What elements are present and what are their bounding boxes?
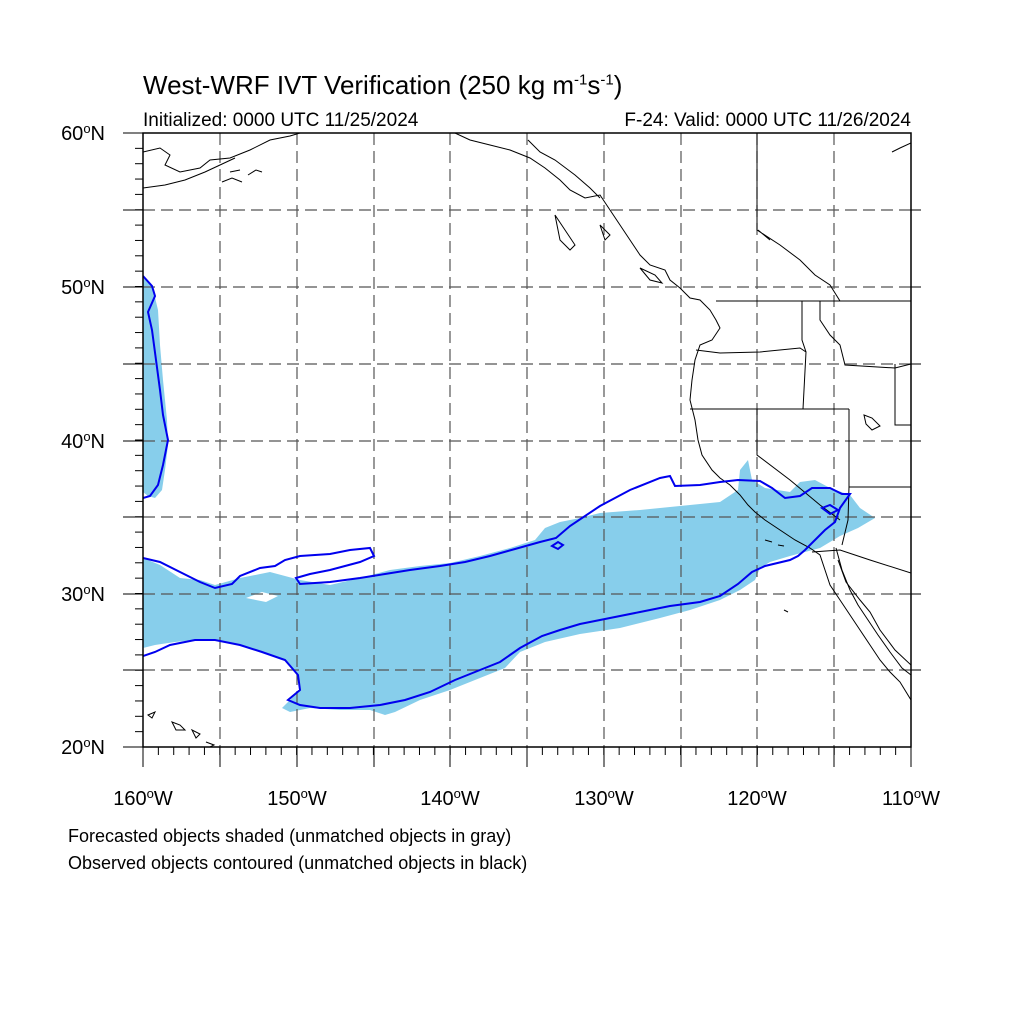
coastline-north-america [454,133,911,701]
lon-label-150w: 150oW [267,786,327,810]
lon-label-160w: 160oW [113,786,173,810]
lon-label-110w: 110oW [881,786,940,810]
baja-inner-coast [837,559,911,666]
forecast-object-main [143,460,875,715]
lat-label-50: 50oN [61,275,105,299]
observed-caption: Observed objects contoured (unmatched ob… [68,853,528,873]
title-exponent-1: -1 [574,71,588,89]
hawaii-islands [147,711,216,747]
lat-label-40: 40oN [61,429,105,453]
california-nevada [756,409,841,521]
coastline-alaska [143,133,301,173]
coastline-alaska-lower [143,157,236,189]
lat-label-60: 60oN [61,121,105,145]
coastline-gulf-california [835,547,911,676]
observed-contour-west [143,275,170,499]
map-frame [142,132,912,748]
alaska-islands [221,169,263,183]
forecast-object-west [143,278,168,498]
observed-ivt-contours [143,275,852,709]
alaska-canada-border [527,139,601,199]
channel-islands [764,539,789,613]
lon-label-130w: 130oW [574,786,634,810]
bc-islands [554,214,664,284]
coastlines [143,133,911,747]
title-text: West-WRF IVT Verification (250 kg m [143,70,575,100]
title-close-paren: ) [613,70,623,100]
coastline-hudson-edge [891,142,911,153]
lon-label-140w: 140oW [420,786,480,810]
minor-tick-marks [135,132,912,755]
lat-tick-marks [123,132,921,748]
lon-tick-marks [142,747,912,767]
utah-nevada [848,409,911,488]
map-title: West-WRF IVT Verification (250 kg m-1s-1… [143,70,622,101]
idaho-west [801,301,807,410]
us-mexico-border [811,549,911,574]
wyoming-box [894,364,911,426]
title-exponent-2: -1 [600,71,614,89]
arizona-border [841,486,850,546]
great-salt-lake [863,414,881,431]
lat-label-30: 30oN [61,582,105,606]
title-unit-s: s [587,70,601,100]
valid-time: F-24: Valid: 0000 UTC 11/26/2024 [624,110,911,131]
grid-lines [143,133,911,747]
lon-label-120w: 120oW [727,786,787,810]
initialized-time: Initialized: 0000 UTC 11/25/2024 [143,110,419,131]
canada-provinces [756,133,841,302]
observed-contour-islet-a [550,540,565,551]
washington-oregon [695,347,807,354]
observed-contour-main [143,474,852,709]
observed-contour-islet-b [819,503,841,516]
political-boundaries [527,133,911,574]
lat-label-20: 20oN [61,735,105,759]
forecast-caption: Forecasted objects shaded (unmatched obj… [68,826,512,846]
